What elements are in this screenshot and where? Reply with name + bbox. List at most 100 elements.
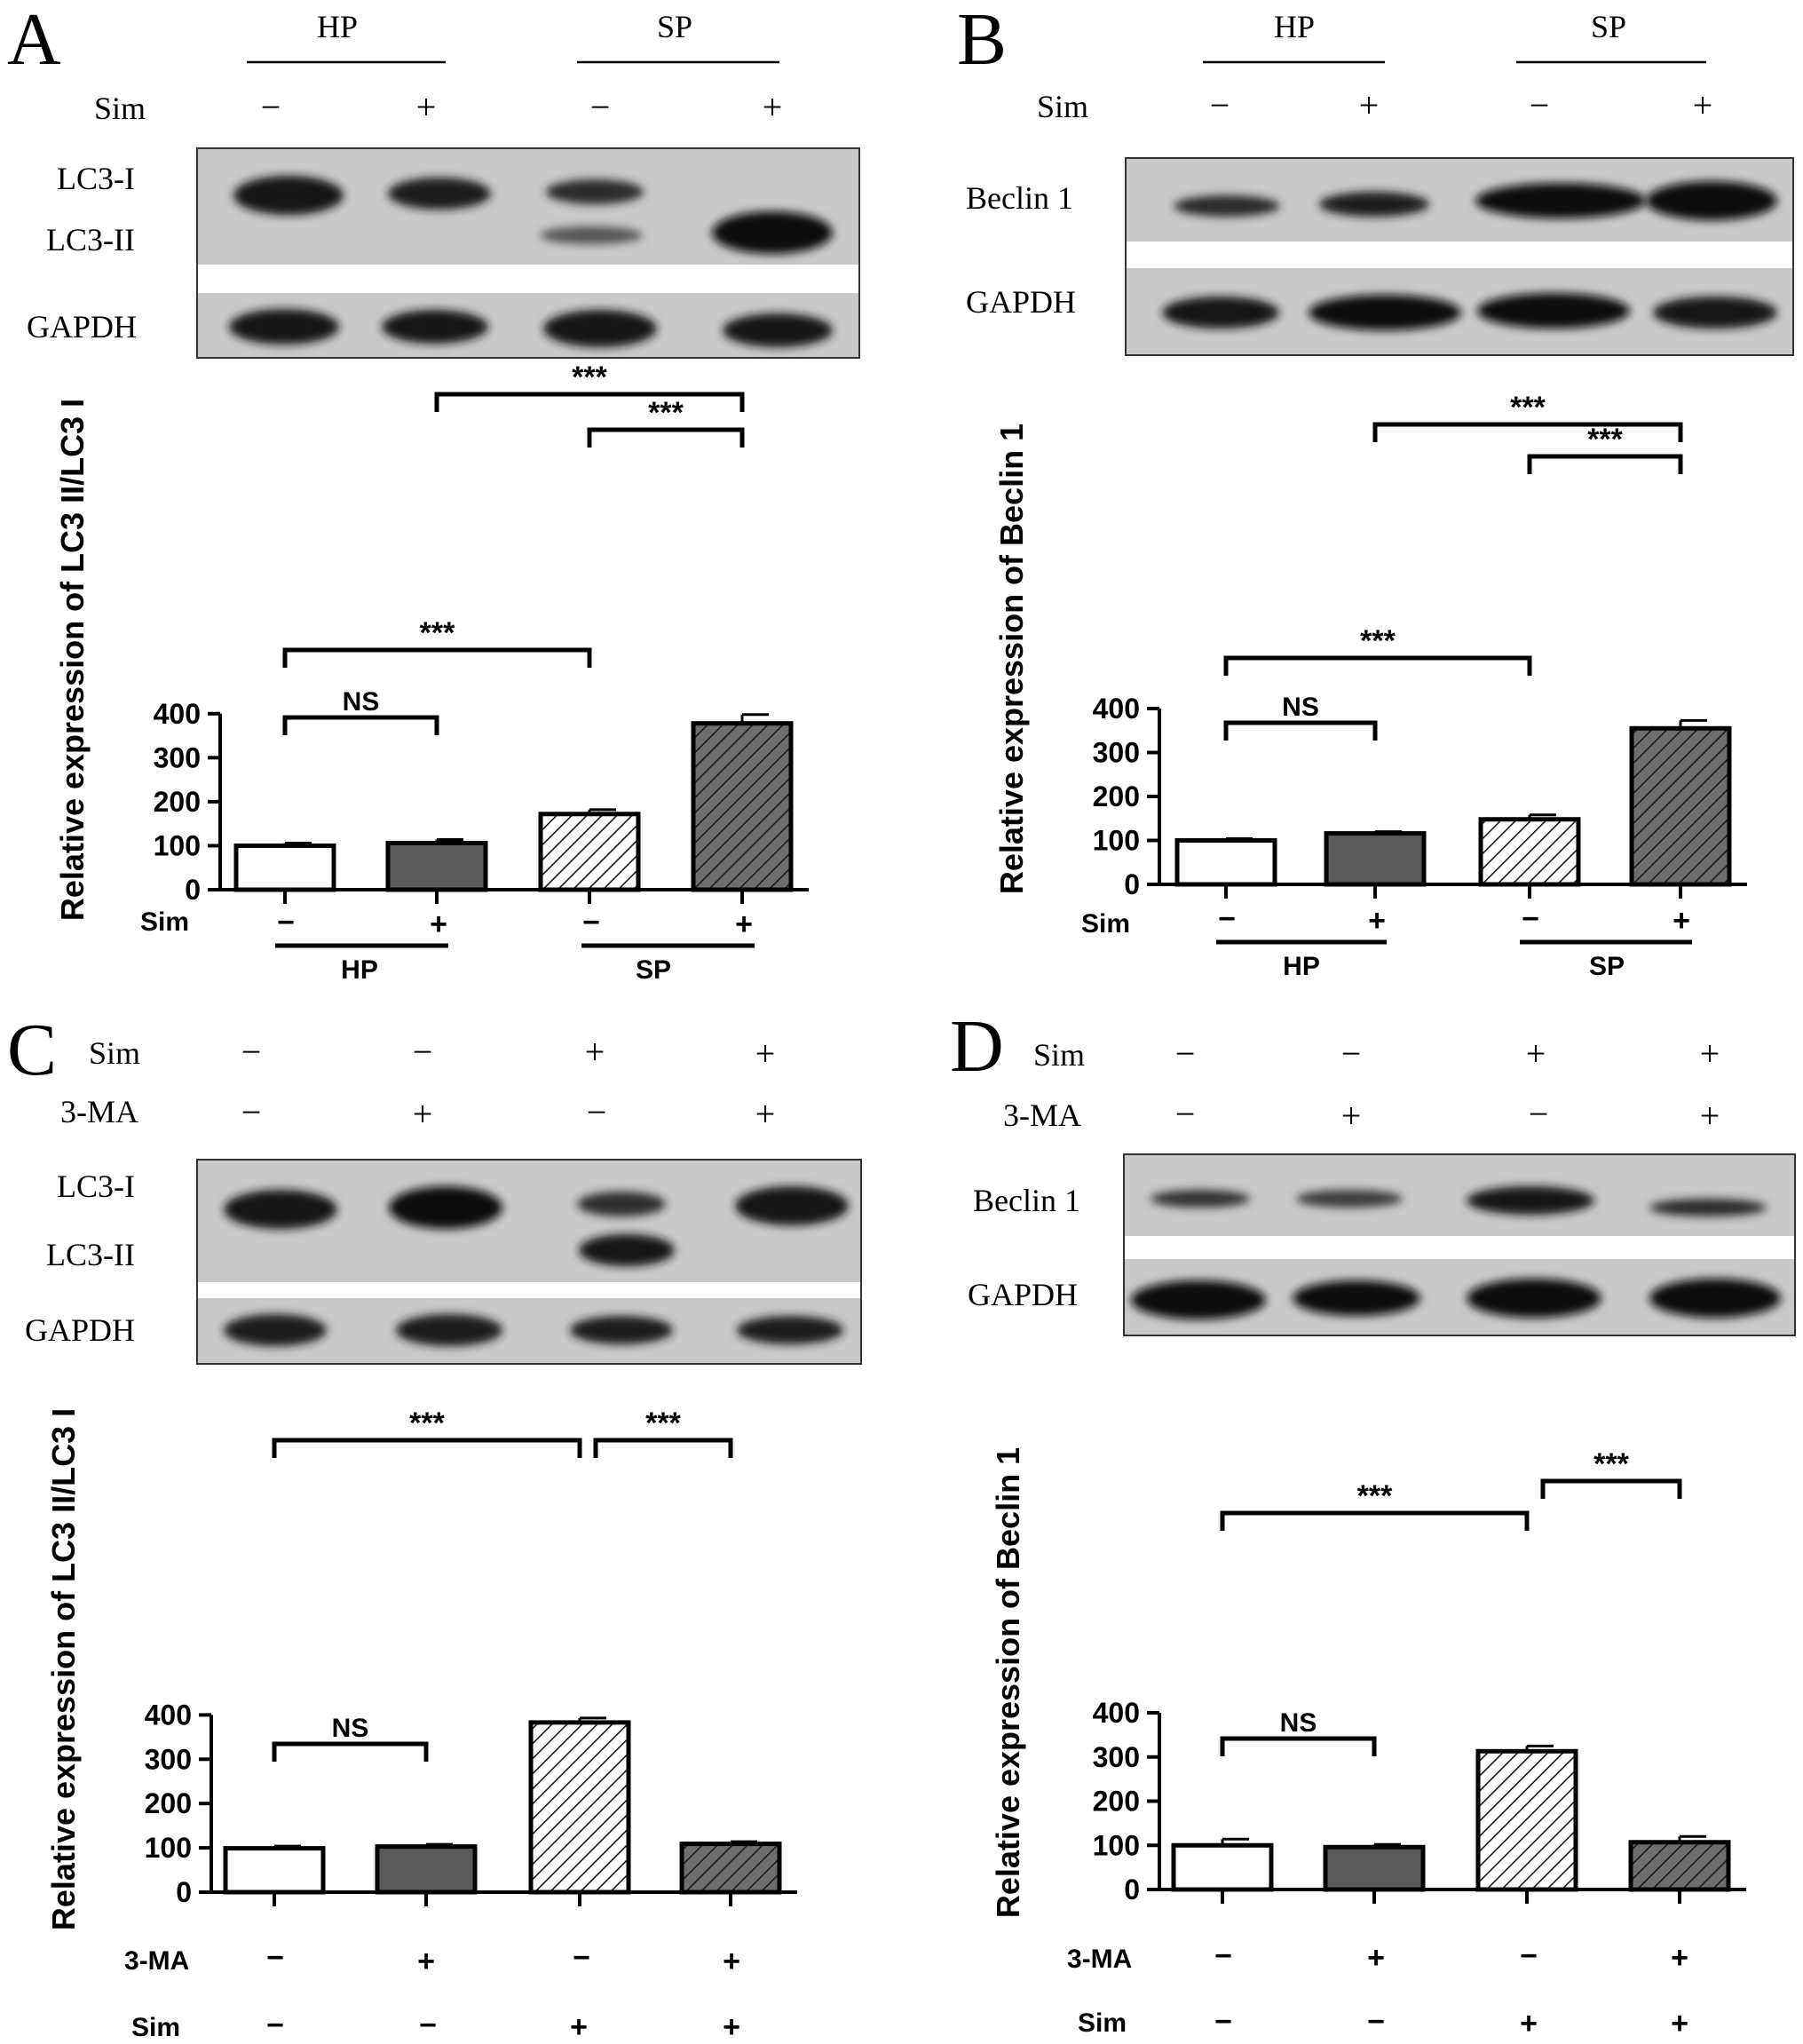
band (1467, 1279, 1601, 1318)
bottom-rows: 3-MA − + − + Sim − − + + (1067, 1939, 1688, 2040)
treat-sign: + (755, 1034, 776, 1073)
bottom-sign: + (1673, 904, 1690, 938)
bar (1475, 1748, 1578, 1892)
band-label: LC3-I (57, 161, 135, 196)
y-tick-label: 300 (1093, 1741, 1140, 1773)
band (1649, 1199, 1767, 1216)
band (1319, 192, 1429, 217)
y-tick-label: 200 (154, 786, 201, 818)
bottom-sign: − (1522, 902, 1539, 936)
bottom-sign: + (1520, 2007, 1538, 2040)
band (546, 179, 644, 204)
band (723, 313, 833, 347)
band (229, 309, 339, 345)
treat-row-name: Sim (94, 91, 146, 126)
band (540, 226, 643, 244)
bottom-row-name: 3-MA (124, 1946, 189, 1976)
band-label: LC3-II (46, 1237, 135, 1272)
bottom-sign: + (1367, 1941, 1385, 1975)
bottom-row-name: Sim (131, 2013, 180, 2042)
y-tick-label: 100 (145, 1832, 192, 1864)
bar (1323, 1844, 1426, 1892)
significance-bracket (272, 1741, 429, 1762)
bottom-row-name: Sim (140, 907, 189, 937)
y-axis-label: Relative expression of Beclin 1 (993, 424, 1030, 894)
y-tick-label: 200 (145, 1787, 192, 1819)
bar (1629, 725, 1732, 887)
significance-bracket (1372, 422, 1683, 442)
treat-row-name: Sim (1037, 89, 1088, 124)
bottom-sign: − (266, 2008, 284, 2042)
western-blot: LC3-I LC3-II GAPDH (25, 1159, 862, 1365)
significance-bracket (282, 647, 592, 668)
significance-label: NS (1280, 1708, 1317, 1738)
treat-sign: − (241, 1092, 262, 1132)
significance-label: *** (645, 1406, 681, 1440)
treat-sign: − (1530, 85, 1550, 125)
significance-label: *** (1510, 391, 1546, 424)
chart-b: Relative expression of Beclin 1 0 100 200 3… (993, 391, 1747, 981)
bottom-sign: − (1214, 2005, 1232, 2039)
bar (691, 721, 794, 892)
treat-sign: + (416, 87, 437, 127)
western-blot: Beclin 1 GAPDH (968, 1153, 1796, 1336)
bottom-sign: − (266, 1941, 284, 1975)
band (1649, 1279, 1781, 1318)
treat-sign: − (1175, 1094, 1196, 1134)
treat-sign: − (413, 1032, 433, 1072)
bottom-sign: + (1368, 904, 1386, 938)
band (570, 1316, 673, 1344)
y-tick-label: 200 (1093, 780, 1140, 812)
chart-d: Relative expression of Beclin 1 0 100 200 3… (990, 1447, 1746, 2040)
y-tick-label: 0 (1124, 1874, 1140, 1905)
bottom-sign: + (570, 2010, 588, 2044)
significance-label: *** (1593, 1447, 1629, 1481)
bottom-sign: − (1218, 902, 1236, 936)
treat-sign: + (755, 1094, 776, 1134)
significance-bracket (272, 1438, 582, 1458)
band (224, 1190, 337, 1229)
bar (385, 840, 488, 892)
y-tick-label: 400 (145, 1699, 192, 1731)
y-tick-label: 300 (1093, 737, 1140, 769)
western-blot: Beclin 1 GAPDH (966, 157, 1794, 356)
bottom-sign: + (723, 1945, 740, 1978)
panel-d: D Sim − − + + 3-MA − + − + Beclin 1 GAPD… (950, 1005, 1796, 2040)
y-tick-label: 0 (176, 1876, 192, 1908)
y-tick-label: 400 (1093, 1697, 1140, 1729)
band-label: GAPDH (25, 1312, 135, 1348)
bar (233, 843, 336, 892)
treat-sign: − (587, 1092, 607, 1132)
y-tick-label: 100 (1093, 1829, 1140, 1861)
y-tick-label: 400 (154, 698, 201, 730)
treat-row-name: 3-MA (1003, 1097, 1081, 1133)
chart-c: Relative expression of LC3 II/LC3 I 0 100… (45, 1406, 797, 2044)
significance-label: *** (409, 1406, 445, 1440)
bottom-rows: Sim − + − + HP SP (1081, 902, 1692, 981)
bar (528, 1720, 631, 1895)
blot-header: HP SP Sim − + − + (1037, 9, 1712, 125)
y-tick-label: 200 (1093, 1786, 1140, 1818)
treat-sign: + (1341, 1096, 1362, 1136)
y-tick-label: 100 (154, 829, 201, 861)
bottom-sign: − (582, 906, 600, 939)
bottom-sign: − (277, 906, 295, 939)
treat-sign: + (1700, 1096, 1720, 1136)
band (735, 1186, 849, 1225)
band (577, 1192, 666, 1216)
bottom-row-name: 3-MA (1067, 1945, 1132, 1974)
band (1162, 297, 1279, 329)
band-label: LC3-I (57, 1169, 135, 1204)
bottom-sign: + (430, 907, 447, 941)
group-label: SP (636, 955, 671, 985)
treat-sign: − (1341, 1034, 1362, 1073)
blot-separator (198, 1282, 860, 1298)
blot-header: Sim − − + + 3-MA − + − + (60, 1032, 775, 1134)
chart-a: Relative expression of LC3 II/LC3 I 0 100… (54, 360, 809, 985)
panel-letter: B (957, 0, 1007, 81)
band (1653, 297, 1777, 329)
bar-chart-axes: 0 100 200 300 400 NS *** *** (1093, 1447, 1746, 1905)
bar (1174, 838, 1277, 887)
band (1646, 181, 1777, 220)
treat-sign: − (1529, 1094, 1549, 1134)
